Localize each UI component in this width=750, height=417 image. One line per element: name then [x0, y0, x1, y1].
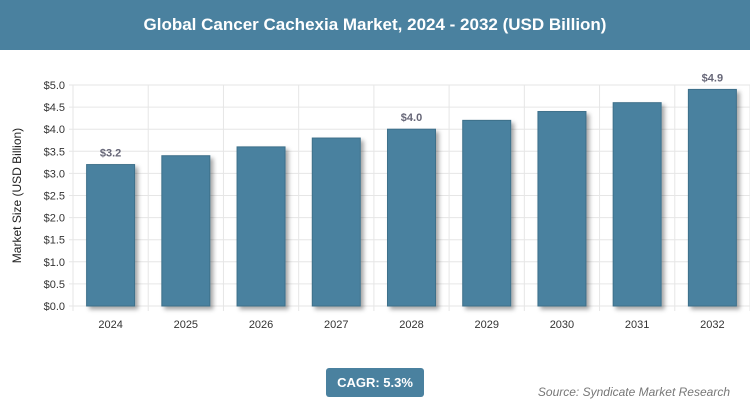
y-tick-label: $2.5 [44, 191, 65, 203]
y-tick-label: $3.0 [44, 168, 65, 180]
bar-2027 [311, 137, 361, 307]
y-tick-label: $0.0 [44, 301, 65, 313]
x-tick-label: 2025 [174, 319, 198, 331]
data-label: $4.9 [702, 72, 723, 84]
y-tick-label: $5.0 [44, 80, 65, 92]
x-tick-label: 2030 [550, 319, 574, 331]
y-axis-label: Market Size (USD Billion) [10, 128, 24, 263]
chart-title: Global Cancer Cachexia Market, 2024 - 20… [143, 15, 607, 34]
x-tick-label: 2029 [474, 319, 498, 331]
y-tick-label: $2.0 [44, 213, 65, 225]
y-tick-label: $0.5 [44, 279, 65, 291]
x-tick-label: 2024 [98, 319, 122, 331]
bar-2028 [387, 128, 436, 307]
x-tick-label: 2032 [700, 319, 724, 331]
bar-2025 [161, 155, 211, 307]
bar-2026 [236, 146, 286, 307]
y-tick-label: $4.5 [44, 102, 65, 114]
data-label: $4.0 [401, 112, 422, 124]
x-tick-label: 2031 [625, 319, 649, 331]
y-tick-label: $1.0 [44, 257, 65, 269]
bar-2032 [687, 88, 737, 307]
bar-2029 [462, 119, 512, 307]
cagr-badge: CAGR: 5.3% [326, 368, 424, 397]
y-tick-label: $4.0 [44, 124, 65, 136]
bar-chart: $0.0 $0.5 $1.0 $1.5 $2.0 $2.5 $3.0 $3.5 $4.0 $4.5… [10, 72, 750, 331]
bar-2030 [537, 111, 587, 307]
bar-2031 [612, 102, 662, 307]
chart-header: Global Cancer Cachexia Market, 2024 - 20… [0, 0, 750, 50]
x-tick-label: 2028 [399, 319, 423, 331]
source-note: Source: Syndicate Market Research [537, 385, 730, 399]
y-tick-label: $1.5 [44, 235, 65, 247]
y-tick-label: $3.5 [44, 146, 65, 158]
bar-2024 [86, 164, 136, 307]
x-tick-label: 2026 [249, 319, 273, 331]
data-label: $3.2 [100, 148, 121, 160]
x-tick-label: 2027 [324, 319, 348, 331]
